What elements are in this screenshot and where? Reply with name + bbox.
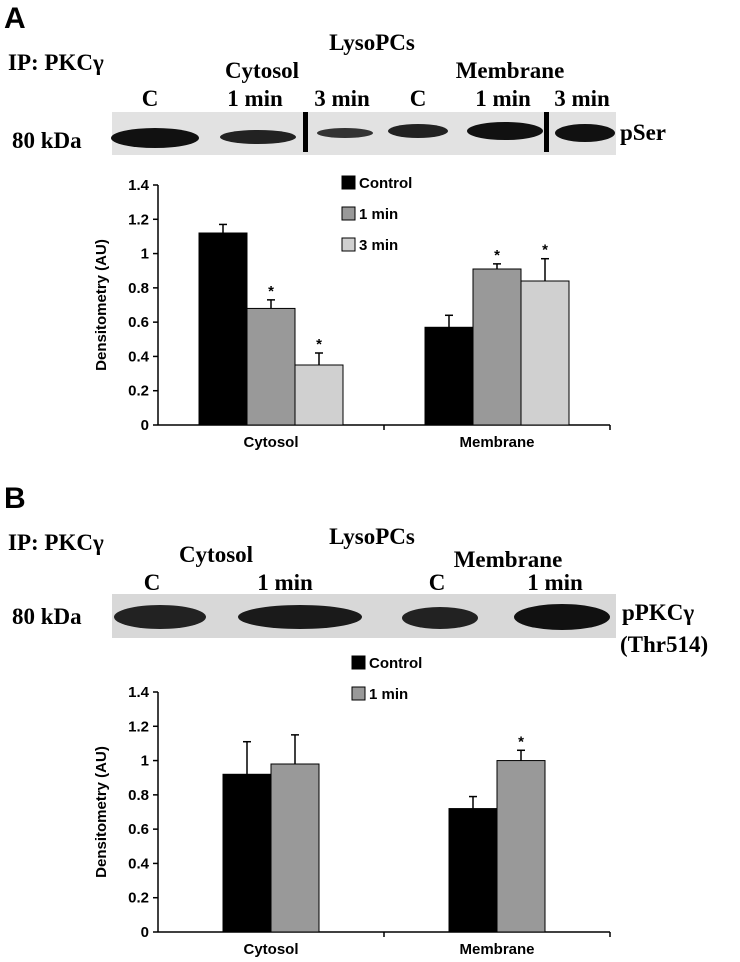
bar xyxy=(496,760,546,933)
ip-label: IP: PKCγ xyxy=(8,530,104,555)
legend-swatch xyxy=(341,175,356,190)
group-label: LysoPCs xyxy=(329,524,415,549)
blot xyxy=(111,112,616,155)
y-tick-label: 1.4 xyxy=(128,684,150,701)
marker-label: 80 kDa xyxy=(12,604,82,629)
lane-label: 1 min xyxy=(227,86,283,111)
y-axis-title: Densitometry (AU) xyxy=(93,239,110,371)
group-label: Cytosol xyxy=(225,58,299,83)
blot-label: pPKCγ xyxy=(622,600,694,625)
legend-label: 3 min xyxy=(359,237,398,254)
x-tick-label: Membrane xyxy=(459,941,534,958)
panel-letter: A xyxy=(4,2,26,35)
panel-letter: B xyxy=(4,482,26,515)
x-tick-label: Membrane xyxy=(459,434,534,451)
bar xyxy=(222,773,272,933)
blot xyxy=(112,594,616,638)
group-label: Cytosol xyxy=(179,542,253,567)
y-tick-label: 0 xyxy=(141,924,149,941)
lane-label: 3 min xyxy=(314,86,370,111)
y-tick-label: 1.2 xyxy=(128,718,149,735)
y-tick-label: 0.4 xyxy=(128,348,150,365)
y-tick-label: 0.6 xyxy=(128,821,149,838)
lane-label: C xyxy=(429,570,446,595)
bar xyxy=(448,808,498,933)
y-tick-label: 1.2 xyxy=(128,211,149,228)
legend-swatch xyxy=(351,686,366,701)
y-tick-label: 0.8 xyxy=(128,787,149,804)
blot-label: pSer xyxy=(620,120,666,145)
lane-label: C xyxy=(410,86,427,111)
bar xyxy=(424,326,474,426)
legend-swatch xyxy=(341,206,356,221)
significance-mark: * xyxy=(542,242,548,259)
lane-label: C xyxy=(144,570,161,595)
y-tick-label: 0.4 xyxy=(128,855,150,872)
significance-mark: * xyxy=(518,733,524,750)
y-tick-label: 1 xyxy=(141,753,149,770)
x-tick-label: Cytosol xyxy=(243,434,298,451)
ip-label: IP: PKCγ xyxy=(8,50,104,75)
bar xyxy=(520,280,570,426)
lane-label: 1 min xyxy=(475,86,531,111)
y-tick-label: 0.2 xyxy=(128,383,149,400)
x-tick-label: Cytosol xyxy=(243,941,298,958)
lane-label: 3 min xyxy=(554,86,610,111)
significance-mark: * xyxy=(316,336,322,353)
blot-label: (Thr514) xyxy=(620,632,708,657)
group-label: Membrane xyxy=(454,547,563,572)
marker-label: 80 kDa xyxy=(12,128,82,153)
y-tick-label: 0.2 xyxy=(128,890,149,907)
group-label: Membrane xyxy=(456,58,565,83)
group-label: LysoPCs xyxy=(329,30,415,55)
y-tick-label: 0 xyxy=(141,417,149,434)
legend-swatch xyxy=(351,655,366,670)
legend-swatch xyxy=(341,237,356,252)
legend-label: Control xyxy=(369,655,422,672)
y-tick-label: 1 xyxy=(141,246,149,263)
y-tick-label: 1.4 xyxy=(128,177,150,194)
bar xyxy=(294,364,344,426)
y-tick-label: 0.6 xyxy=(128,314,149,331)
legend-label: Control xyxy=(359,175,412,192)
y-axis-title: Densitometry (AU) xyxy=(93,746,110,878)
y-tick-label: 0.8 xyxy=(128,280,149,297)
lane-label: 1 min xyxy=(527,570,583,595)
bar xyxy=(472,268,522,426)
bar xyxy=(198,232,248,426)
significance-mark: * xyxy=(494,247,500,264)
lane-label: 1 min xyxy=(257,570,313,595)
significance-mark: * xyxy=(268,283,274,300)
lane-label: C xyxy=(142,86,159,111)
legend-label: 1 min xyxy=(359,206,398,223)
bar xyxy=(270,763,320,933)
legend-label: 1 min xyxy=(369,686,408,703)
bar xyxy=(246,307,296,426)
